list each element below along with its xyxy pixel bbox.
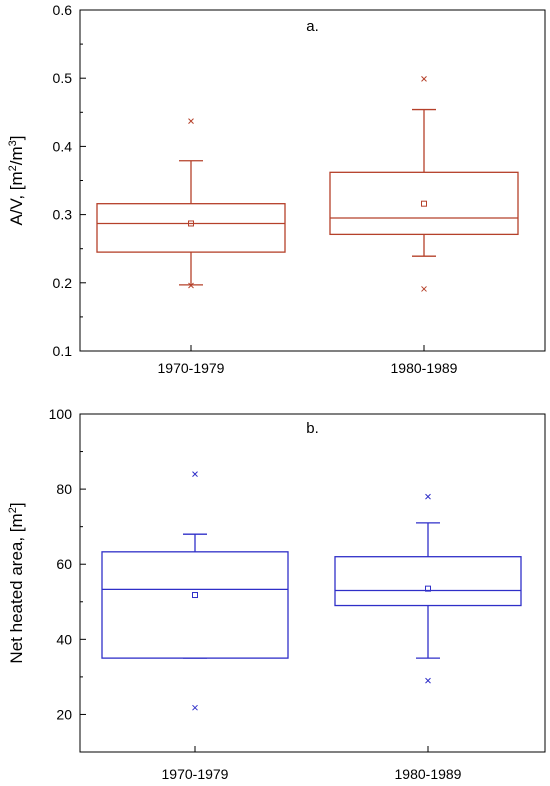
- box-1980-1989: [334, 493, 522, 684]
- x-tick-label: 1980-1989: [395, 766, 462, 782]
- outlier-low-marker: [192, 704, 198, 711]
- outlier-high-marker-stroke: [188, 118, 194, 125]
- outlier-low-marker-stroke: [192, 704, 198, 711]
- y-axis-title: A/V, [m2/m3]: [7, 135, 26, 225]
- box-iqr: [329, 171, 519, 236]
- outlier-low-marker: [188, 282, 194, 289]
- y-tick-label: 0.6: [53, 2, 73, 18]
- panel-label: b.: [306, 420, 319, 437]
- outlier-low-marker: [425, 677, 431, 684]
- box-1970-1979: [96, 118, 286, 289]
- outlier-low-marker-stroke: [421, 286, 427, 292]
- mean-marker: [188, 220, 194, 227]
- box-iqr: [334, 556, 522, 607]
- outlier-low-marker: [421, 286, 427, 292]
- plot-frame: [79, 413, 546, 753]
- box-iqr: [96, 203, 286, 253]
- y-axis-title-part: Net heated area, [m: [7, 513, 26, 663]
- y-tick-label: 0.5: [53, 70, 73, 86]
- outlier-low-marker-stroke: [425, 677, 431, 684]
- mean-marker: [421, 200, 427, 207]
- x-tick-label: 1970-1979: [162, 766, 229, 782]
- outlier-high-marker-stroke: [192, 471, 198, 477]
- panel-label: a.: [306, 18, 319, 35]
- box-1980-1989: [329, 76, 519, 292]
- outlier-high-marker-stroke: [421, 76, 427, 82]
- plot-frame: [79, 9, 546, 352]
- outlier-high-marker: [188, 118, 194, 125]
- outlier-low-marker-stroke: [188, 282, 194, 289]
- y-tick-label: 100: [49, 406, 73, 422]
- outlier-high-marker: [421, 76, 427, 82]
- y-axis-title-part: A/V, [m: [7, 171, 26, 225]
- y-tick-label: 80: [56, 481, 72, 497]
- outlier-high-marker-stroke: [425, 493, 431, 500]
- x-tick-label: 1970-1979: [158, 360, 225, 376]
- y-tick-label: 0.1: [53, 343, 73, 359]
- y-tick-label: 20: [56, 706, 72, 722]
- y-axis-title-superscript: 3: [7, 140, 19, 146]
- mean-marker: [425, 585, 431, 592]
- y-tick-label: 0.3: [53, 207, 73, 223]
- panel-a: 0.1 0.2 0.3 0.4 0.5 0.6 1970-1979 1980-1989 a. A/…: [7, 2, 546, 376]
- y-tick-label: 40: [56, 631, 72, 647]
- y-tick-label: 0.2: [53, 275, 73, 291]
- panel-b: 20 40 60 80 100 1970-1979 1980-1989 b. Net heate…: [7, 406, 546, 782]
- y-tick-label: 60: [56, 556, 72, 572]
- y-tick-label: 0.4: [53, 138, 73, 154]
- y-axis-title-part: /m: [7, 146, 26, 165]
- y-axis-title-part: ]: [7, 135, 26, 140]
- y-axis-title-superscript: 2: [7, 165, 19, 171]
- y-axis-title-superscript: 2: [7, 507, 19, 513]
- box-iqr: [101, 551, 289, 659]
- box-1970-1979: [101, 471, 289, 711]
- x-tick-label: 1980-1989: [391, 360, 458, 376]
- y-axis-title-part: ]: [7, 502, 26, 507]
- y-axis-title: Net heated area, [m2]: [7, 502, 26, 663]
- outlier-high-marker: [192, 471, 198, 477]
- mean-marker: [192, 592, 198, 599]
- outlier-high-marker: [425, 493, 431, 500]
